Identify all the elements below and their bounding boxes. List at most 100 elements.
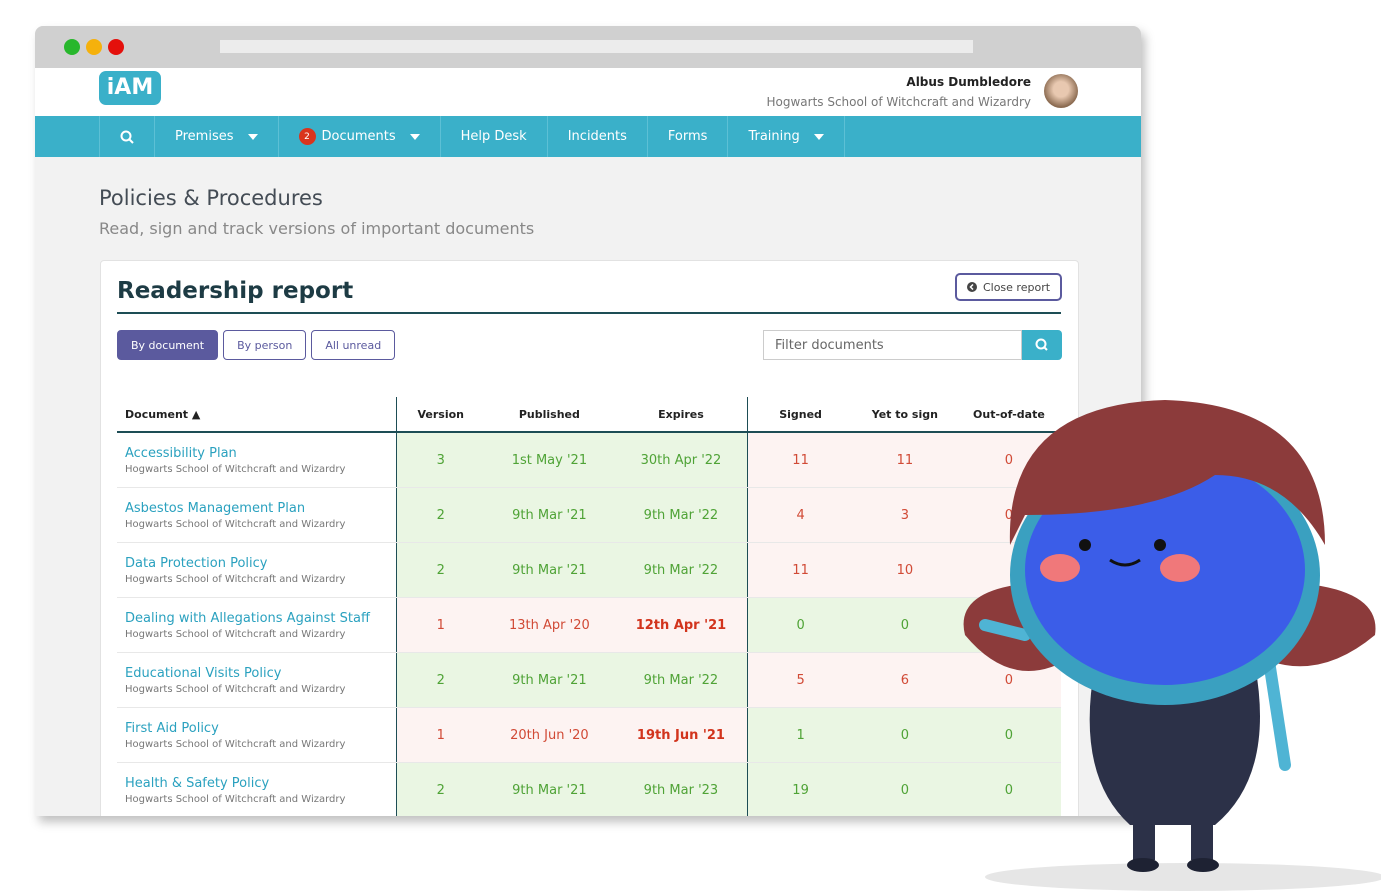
page-subtitle: Read, sign and track versions of importa… [99,219,535,238]
app-header: iAM Albus Dumbledore Hogwarts School of … [35,68,1141,116]
column-header: Expires [614,397,748,433]
nav-search[interactable] [99,116,154,157]
column-header: Out-of-date [956,397,1061,433]
column-header: Yet to sign [852,397,957,433]
table-row: Asbestos Management Plan Hogwarts School … [117,487,1061,543]
table-row: Dealing with Allegations Against Staff Ho… [117,597,1061,653]
page-title: Policies & Procedures [99,186,323,210]
mascot [963,400,1381,891]
signed-cell: 11 [747,542,853,598]
window-dot[interactable] [108,39,124,55]
nav-item[interactable]: Forms [646,116,728,157]
version-cell: 2 [396,487,485,543]
title-rule [117,312,1061,314]
nav-label: Documents [321,129,396,144]
nav-label: Premises [175,129,234,144]
yet-to-sign-cell: 0 [852,597,957,653]
yet-to-sign-cell: 0 [852,707,957,763]
version-cell: 3 [396,432,485,488]
address-bar[interactable] [220,40,973,53]
tab[interactable]: By document [117,330,219,360]
nav-item[interactable]: Help Desk [439,116,547,157]
document-cell: Dealing with Allegations Against Staff Ho… [117,597,397,653]
published-cell: 20th Jun '20 [484,707,615,763]
document-name[interactable]: Accessibility Plan [125,445,237,461]
nav-bar: Premises 2 Documents Help Desk Incidents Form… [35,116,1141,157]
close-button[interactable]: Close report [955,273,1062,301]
expires-cell: 9th Mar '23 [614,762,748,816]
document-school: Hogwarts School of Witchcraft and Wizard… [125,628,346,640]
table-row: Educational Visits Policy Hogwarts School… [117,652,1061,708]
close-label: Close report [982,280,1051,294]
yet-to-sign-cell: 6 [852,652,957,708]
nav-item[interactable]: 2 Documents [277,116,440,157]
window-dot[interactable] [64,39,80,55]
logo[interactable]: iAM [99,71,161,105]
tabs: By document By person All unread [117,330,396,360]
filter-button[interactable] [1022,330,1062,360]
version-cell: 1 [396,597,485,653]
expires-cell: 9th Mar '22 [614,542,748,598]
document-name[interactable]: Asbestos Management Plan [125,500,306,516]
document-name[interactable]: Health & Safety Policy [125,775,270,791]
expires-cell: 12th Apr '21 [614,597,748,653]
document-name[interactable]: Data Protection Policy [125,555,268,571]
signed-cell: 1 [747,707,853,763]
report-panel: Readership report Close report By docume… [100,260,1079,816]
user-name: Albus Dumbledore [906,75,1031,89]
document-name[interactable]: Educational Visits Policy [125,665,282,681]
nav-label: Forms [667,129,708,144]
browser-window: iAM Albus Dumbledore Hogwarts School of … [35,26,1141,816]
published-cell: 1st May '21 [484,432,615,488]
out-of-date-cell: 0 [956,762,1061,816]
yet-to-sign-cell: 11 [852,432,957,488]
published-cell: 13th Apr '20 [484,597,615,653]
document-cell: Accessibility Plan Hogwarts School of Wit… [117,432,397,488]
column-header: Published [484,397,615,433]
filter-input[interactable]: Filter documents [763,330,1022,360]
published-cell: 9th Mar '21 [484,487,615,543]
document-name[interactable]: First Aid Policy [125,720,219,736]
user-school: Hogwarts School of Witchcraft and Wizard… [766,95,1031,109]
nav-item[interactable]: Premises [154,116,278,157]
tab[interactable]: By person [223,330,307,360]
nav-item[interactable]: Incidents [546,116,647,157]
tab[interactable]: All unread [311,330,396,360]
signed-cell: 5 [747,652,853,708]
nav-badge: 2 [298,128,316,145]
signed-cell: 11 [747,432,853,488]
document-cell: Asbestos Management Plan Hogwarts School … [117,487,397,543]
dropdown-caret [247,133,258,140]
version-cell: 2 [396,762,485,816]
expires-cell: 9th Mar '22 [614,652,748,708]
document-cell: Health & Safety Policy Hogwarts School of… [117,762,397,816]
panel-title: Readership report [117,278,354,304]
yet-to-sign-cell: 3 [852,487,957,543]
window-dot[interactable] [86,39,102,55]
signed-cell: 0 [747,597,853,653]
header-row: Document ▲ Version Published Expires Signed Y… [117,397,1061,433]
document-name[interactable]: Dealing with Allegations Against Staff [125,610,370,626]
table-row: Health & Safety Policy Hogwarts School of… [117,762,1061,816]
yet-to-sign-cell: 0 [852,762,957,816]
published-cell: 9th Mar '21 [484,762,615,816]
close-icon [966,282,977,292]
document-school: Hogwarts School of Witchcraft and Wizard… [125,518,346,530]
document-cell: Educational Visits Policy Hogwarts School… [117,652,397,708]
signed-cell: 4 [747,487,853,543]
signed-cell: 19 [747,762,853,816]
report-table: Document ▲ Version Published Expires Signed Y… [117,397,1061,816]
published-cell: 9th Mar '21 [484,652,615,708]
dropdown-caret [409,133,420,140]
table-body: Accessibility Plan Hogwarts School of Wit… [117,432,1061,816]
dropdown-caret [813,133,824,140]
nav-label: Training [748,129,800,144]
nav-item[interactable]: Training [727,116,845,157]
avatar[interactable] [1044,74,1078,108]
document-school: Hogwarts School of Witchcraft and Wizard… [125,738,346,750]
column-header[interactable]: Document ▲ [117,397,397,433]
browser-bar [35,26,1141,68]
yet-to-sign-cell: 10 [852,542,957,598]
